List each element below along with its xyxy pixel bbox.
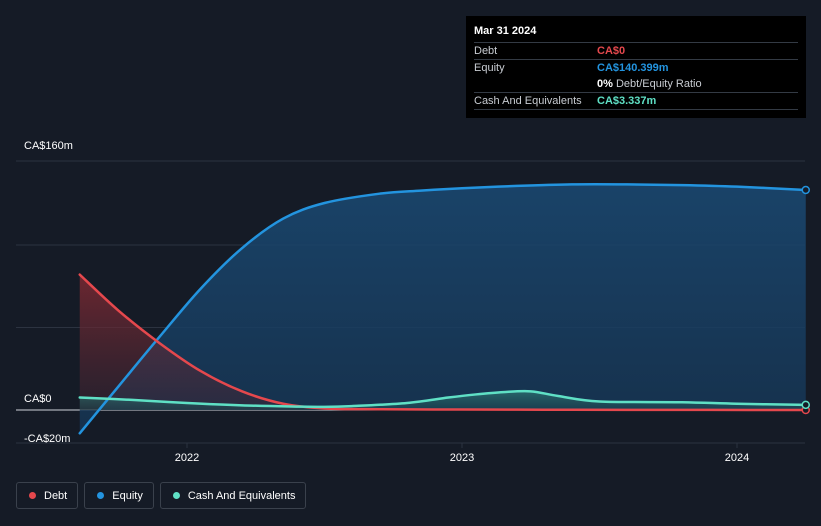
equity-dot-icon — [97, 492, 105, 499]
tooltip-ratio-value: 0% — [597, 78, 613, 90]
debtarea — [79, 274, 806, 410]
tooltip-cash-value: CA$3.337m — [597, 95, 657, 107]
tooltip-equity-label: Equity — [474, 62, 505, 74]
legend-label-cash: Cash And Equivalents — [187, 489, 296, 502]
debtline — [78, 273, 807, 412]
tooltip-ratio: 0% Debt/Equity Ratio — [597, 76, 702, 92]
tooltip-debt-row: Debt CA$0 — [474, 42, 798, 59]
x-tick-label-2: 2024 — [725, 452, 749, 464]
series-areas — [79, 184, 806, 434]
equityline — [78, 182, 807, 435]
legend-item-debt[interactable]: Debt — [16, 482, 79, 509]
cash-and-equivalentsline — [78, 389, 807, 409]
legend-item-equity[interactable]: Equity — [84, 482, 154, 509]
legend-item-cash[interactable]: Cash And Equivalents — [159, 482, 307, 509]
tooltip-equity-row: Equity CA$140.399m — [474, 59, 798, 76]
tooltip-cash-row: Cash And Equivalents CA$3.337m — [474, 92, 798, 110]
tooltip-debt-value: CA$0 — [597, 45, 626, 57]
equityend-point — [801, 185, 810, 195]
series-lines — [78, 182, 810, 435]
cash-dot-icon — [172, 492, 180, 499]
tooltip-ratio-row: 0% Debt/Equity Ratio — [474, 76, 798, 92]
debt-dot-icon — [29, 492, 36, 499]
tooltip-equity-value: CA$140.399m — [597, 62, 669, 74]
x-tick-label-0: 2022 — [175, 452, 199, 464]
tooltip-debt-label: Debt — [474, 45, 498, 57]
tooltip-date: Mar 31 2024 — [474, 25, 537, 37]
tooltip-cash-label: Cash And Equivalents — [474, 95, 582, 107]
tooltip-ratio-label: Debt/Equity Ratio — [615, 78, 702, 90]
data-tooltip: Mar 31 2024 Debt CA$0 Equity CA$140.399m… — [466, 16, 806, 118]
x-tick-label-1: 2023 — [450, 452, 474, 464]
chart-legend: Debt Equity Cash And Equivalents — [16, 482, 307, 509]
equityarea — [79, 184, 806, 434]
axis-labels: CA$160m CA$0 -CA$20m 2022 2023 2024 — [24, 140, 749, 464]
legend-label-debt: Debt — [44, 489, 68, 502]
y-tick-label-0: CA$160m — [24, 140, 73, 152]
y-tick-label-2: -CA$20m — [24, 433, 70, 445]
cash-and-equivalentsend-point — [801, 400, 810, 410]
y-tick-label-1: CA$0 — [24, 393, 52, 405]
cash-and-equivalentsarea — [79, 391, 806, 410]
legend-label-equity: Equity — [112, 489, 143, 502]
